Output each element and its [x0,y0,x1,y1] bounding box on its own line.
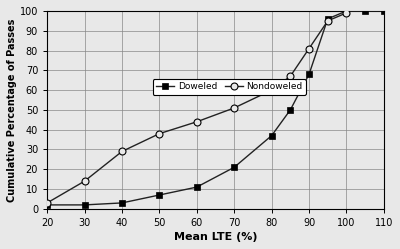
Doweled [325,17,330,20]
Doweled [363,9,368,12]
X-axis label: Mean LTE (%): Mean LTE (%) [174,232,257,242]
Line: Doweled: Doweled [44,8,387,208]
Doweled [382,9,386,12]
Line: Nondoweled: Nondoweled [44,9,350,206]
Nondoweled [325,19,330,22]
Nondoweled [288,75,293,78]
Nondoweled [307,47,312,50]
Nondoweled [82,180,87,183]
Doweled [157,193,162,196]
Legend: Doweled, Nondoweled: Doweled, Nondoweled [153,79,306,95]
Nondoweled [344,11,349,14]
Nondoweled [157,132,162,135]
Nondoweled [269,89,274,92]
Doweled [288,108,293,111]
Doweled [45,203,50,206]
Doweled [307,73,312,76]
Doweled [344,9,349,12]
Nondoweled [45,201,50,204]
Doweled [232,166,237,169]
Nondoweled [232,106,237,109]
Y-axis label: Cumulative Percentage of Passes: Cumulative Percentage of Passes [7,18,17,202]
Nondoweled [120,150,124,153]
Doweled [269,134,274,137]
Nondoweled [194,120,199,123]
Doweled [120,201,124,204]
Doweled [194,186,199,188]
Doweled [82,203,87,206]
